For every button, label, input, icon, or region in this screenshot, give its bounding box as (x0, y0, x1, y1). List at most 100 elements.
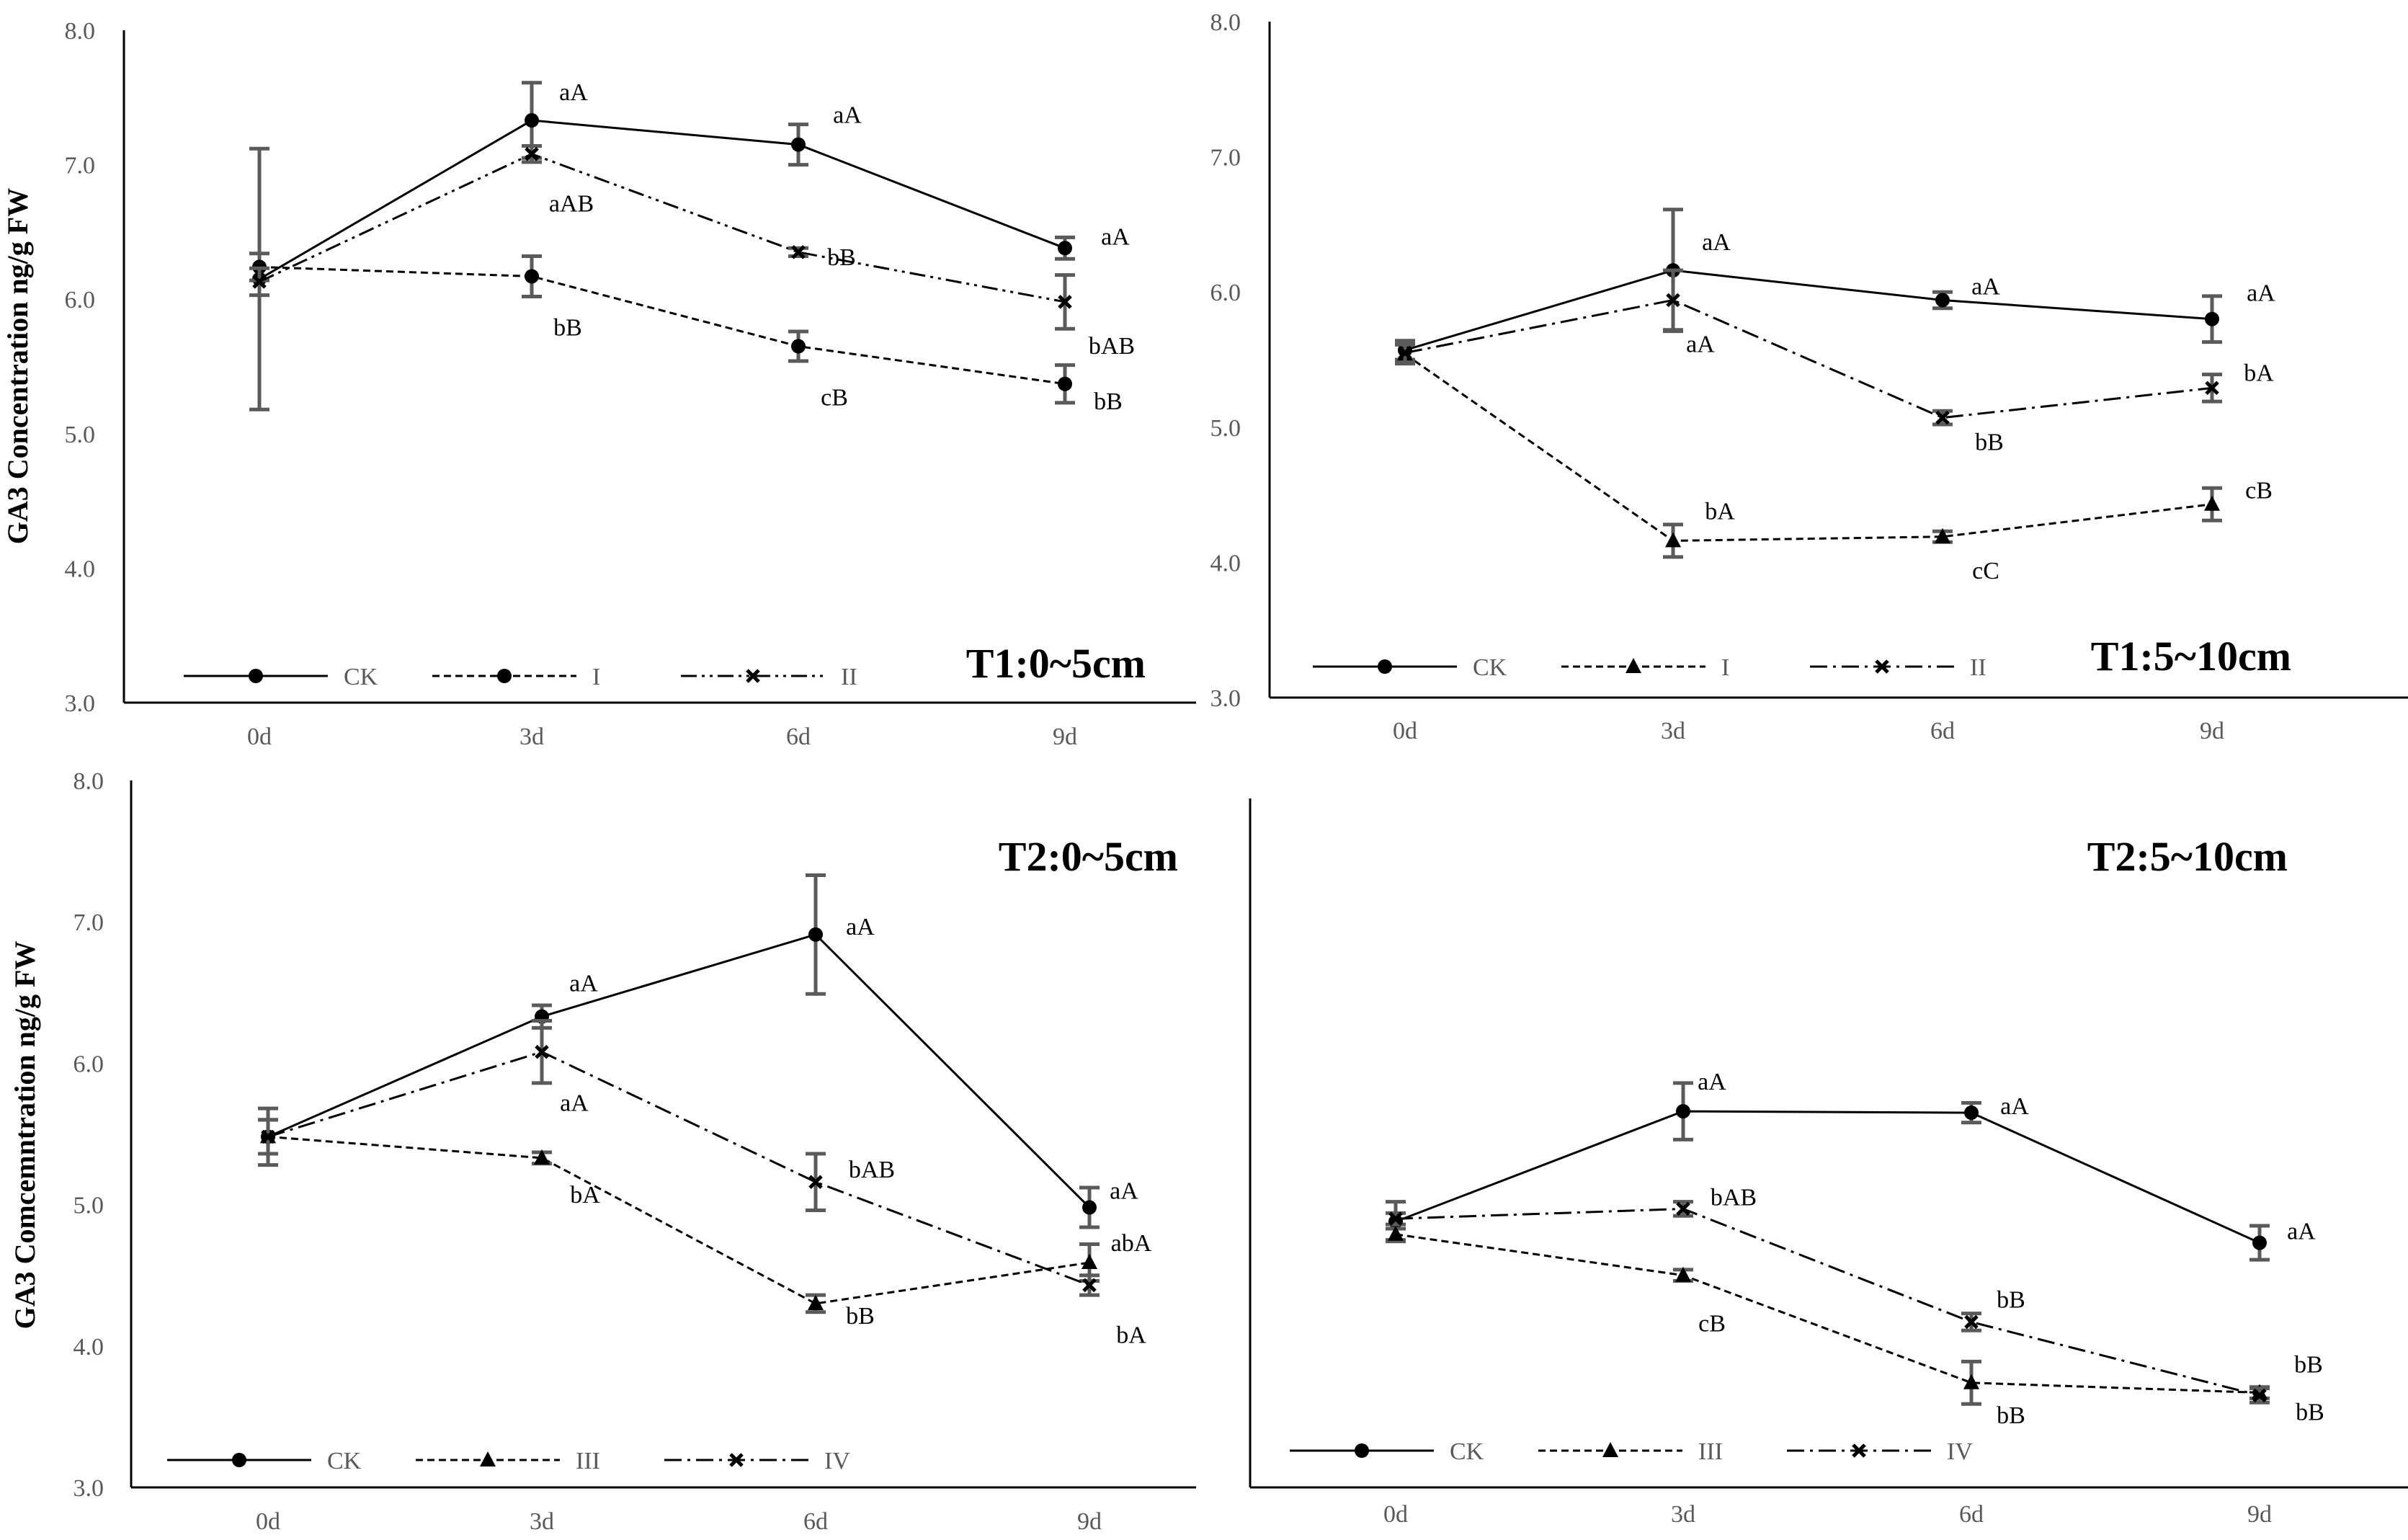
significance-label: bB (846, 1303, 875, 1330)
x-tick-label: 0d (247, 724, 272, 750)
legend-label: II (1970, 654, 1986, 681)
data-point (791, 245, 806, 259)
x-tick-label: 3d (519, 724, 544, 750)
data-point (1964, 1314, 1979, 1330)
significance-label: bAB (1711, 1184, 1757, 1211)
y-tick-label: 7.0 (73, 909, 104, 936)
legend-marker (480, 1451, 496, 1466)
data-point (2204, 495, 2220, 511)
x-tick-label: 0d (1383, 1501, 1408, 1528)
y-tick-label: 4.0 (73, 1334, 104, 1361)
y-tick-label: 6.0 (1210, 280, 1241, 306)
significance-label: aA (559, 79, 588, 106)
panel-title: T1:5~10cm (2091, 633, 2291, 680)
legend-label: III (576, 1448, 600, 1474)
y-tick-label: 3.0 (65, 690, 96, 717)
legend-marker (1626, 658, 1641, 673)
y-tick-label: 6.0 (73, 1051, 104, 1077)
significance-label: bB (827, 244, 856, 271)
panel-title: T2:5~10cm (2087, 833, 2288, 880)
significance-label: bB (1997, 1402, 2025, 1429)
data-point (1665, 532, 1681, 548)
data-point (525, 146, 539, 161)
legend: CK III IV (167, 1448, 850, 1474)
data-point (2205, 311, 2219, 326)
legend-label: CK (327, 1448, 362, 1474)
significance-label: bA (2244, 360, 2274, 386)
data-point (1398, 345, 1412, 360)
legend-marker (249, 669, 263, 683)
series-line (259, 265, 1066, 386)
y-axis-title: GA3 Concentration ng/g FW (1, 188, 34, 544)
x-tick-label: 9d (2247, 1501, 2272, 1528)
significance-label: cB (821, 385, 848, 411)
y-tick-label: 7.0 (65, 153, 96, 179)
significance-label: bAB (849, 1157, 895, 1183)
series-II: aAB bB bAB (249, 143, 1135, 360)
legend-label: IV (1947, 1438, 1973, 1465)
significance-label: aA (2287, 1219, 2316, 1245)
series-CK: aA aA aA (1386, 1069, 2316, 1262)
series-I: bA cC cB (1395, 342, 2273, 584)
y-tick-label: 4.0 (1210, 550, 1241, 577)
series-line (259, 119, 1066, 280)
legend-marker (746, 669, 760, 683)
significance-label: bAB (1089, 333, 1135, 360)
legend: CK I II (1313, 654, 1986, 681)
significance-label: aA (1971, 273, 2000, 300)
legend-marker (729, 1453, 744, 1467)
y-tick-label: 3.0 (73, 1475, 104, 1502)
y-tick-label: 3.0 (1210, 685, 1241, 712)
x-tick-label: 6d (1959, 1501, 1984, 1528)
series-III: bA bB abA (258, 1118, 1152, 1330)
x-tick-label: 3d (530, 1508, 554, 1535)
series-line (1404, 353, 2213, 542)
significance-label: bB (1094, 388, 1123, 415)
x-tick-label: 9d (2200, 718, 2224, 744)
data-point (1935, 528, 1950, 543)
data-point (1935, 410, 1950, 425)
panel-3: 3.0 4.0 5.0 6.0 7.0 8.0 0d 3d 6d 9d GA3 Comcemntra… (9, 768, 1196, 1535)
y-tick-label: 5.0 (1210, 415, 1241, 442)
series-line (1395, 1233, 2260, 1394)
data-point (1388, 1225, 1404, 1241)
significance-label: bB (2294, 1352, 2323, 1379)
series-I: bB cB bB (249, 252, 1123, 415)
data-point (808, 1294, 824, 1310)
significance-label: aA (560, 1090, 589, 1117)
legend-label: CK (1473, 654, 1507, 681)
significance-label: aA (1110, 1178, 1138, 1205)
x-tick-label: 6d (803, 1508, 828, 1535)
y-tick-label: 8.0 (1210, 9, 1241, 36)
series-line (1395, 1207, 2260, 1397)
data-point (1676, 1104, 1690, 1119)
series-CK: aA aA aA (258, 873, 1138, 1229)
legend-label: CK (344, 664, 378, 690)
legend-label: I (1721, 654, 1729, 681)
significance-label: aAB (549, 191, 594, 218)
legend-marker (1378, 659, 1392, 674)
data-point (1963, 1374, 1979, 1389)
significance-label: aA (1101, 223, 1130, 250)
data-point (2252, 1388, 2267, 1403)
legend-marker (1875, 659, 1889, 674)
panel-title: T1:0~5cm (966, 640, 1146, 687)
significance-label: bB (553, 314, 582, 341)
data-point (1082, 1278, 1097, 1293)
y-tick-label: 8.0 (73, 768, 104, 795)
x-tick-label: 6d (1930, 718, 1955, 744)
data-point (1676, 1201, 1690, 1216)
significance-label: cB (1698, 1311, 1726, 1338)
data-point (1082, 1200, 1097, 1215)
series-line (267, 933, 1091, 1209)
data-point (1058, 376, 1072, 391)
significance-label: cC (1972, 558, 1999, 584)
data-point (808, 927, 823, 942)
data-point (2205, 380, 2219, 396)
significance-label: bB (2296, 1399, 2324, 1425)
series-line (1404, 269, 2213, 352)
significance-label: aA (1698, 1069, 1726, 1095)
significance-label: bA (1116, 1322, 1146, 1348)
legend-label: CK (1450, 1438, 1484, 1465)
data-point (1964, 1105, 1979, 1121)
